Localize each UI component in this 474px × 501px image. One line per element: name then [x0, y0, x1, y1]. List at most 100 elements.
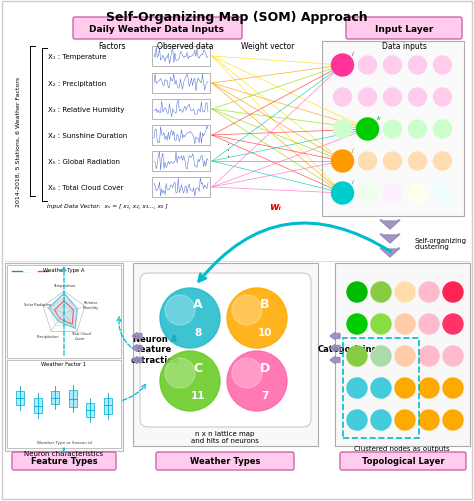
Circle shape	[347, 283, 367, 303]
Bar	[152, 100, 210, 120]
Circle shape	[443, 283, 463, 303]
Circle shape	[358, 185, 376, 202]
Text: Self-organizing
clustering: Self-organizing clustering	[415, 237, 467, 250]
FancyBboxPatch shape	[346, 18, 462, 40]
Circle shape	[232, 358, 262, 388]
Circle shape	[165, 296, 195, 325]
Circle shape	[160, 289, 220, 348]
Text: l: l	[352, 52, 353, 57]
Bar	[152, 74, 210, 94]
Text: X₁ : Temperature: X₁ : Temperature	[48, 54, 106, 60]
Bar	[5, 264, 123, 451]
Circle shape	[409, 57, 427, 75]
Text: i: i	[352, 180, 353, 185]
Circle shape	[347, 410, 367, 430]
Bar	[104, 398, 112, 415]
Bar	[7, 360, 121, 448]
Text: X₆ : Total Cloud Cover: X₆ : Total Cloud Cover	[48, 185, 123, 190]
Circle shape	[227, 351, 287, 411]
Text: X₄ : Sunshine Duration: X₄ : Sunshine Duration	[48, 133, 127, 139]
Text: C: C	[193, 361, 202, 374]
Text: Weather Factor 1: Weather Factor 1	[41, 361, 87, 366]
FancyArrowPatch shape	[123, 385, 146, 400]
Text: Neuron A
feature
extraction: Neuron A feature extraction	[130, 335, 180, 364]
Circle shape	[383, 89, 401, 107]
FancyArrow shape	[330, 357, 340, 364]
Text: 10: 10	[258, 327, 272, 337]
Text: Observed data: Observed data	[157, 42, 213, 51]
FancyBboxPatch shape	[73, 18, 242, 40]
Circle shape	[419, 283, 439, 303]
Circle shape	[358, 57, 376, 75]
Circle shape	[383, 121, 401, 139]
Bar	[152, 126, 210, 146]
Text: wᵢ: wᵢ	[269, 201, 281, 211]
Bar	[16, 391, 24, 405]
Text: n x n lattice map
and hits of neurons: n x n lattice map and hits of neurons	[191, 430, 259, 443]
FancyArrowPatch shape	[62, 448, 66, 453]
Text: Feature Types: Feature Types	[31, 456, 97, 465]
Text: A: A	[193, 298, 203, 311]
Text: j: j	[352, 148, 353, 153]
Circle shape	[395, 283, 415, 303]
FancyArrowPatch shape	[199, 223, 391, 282]
FancyArrowPatch shape	[117, 318, 131, 348]
FancyArrow shape	[330, 345, 340, 352]
Bar	[335, 264, 470, 446]
Text: Categorizing: Categorizing	[318, 345, 378, 354]
Circle shape	[434, 89, 452, 107]
Text: Relative
Humidity: Relative Humidity	[82, 301, 99, 309]
Circle shape	[395, 410, 415, 430]
Text: 7: 7	[261, 390, 269, 400]
Text: Weight vector: Weight vector	[241, 42, 295, 51]
FancyBboxPatch shape	[156, 452, 294, 470]
Circle shape	[434, 153, 452, 171]
Text: Data inputs: Data inputs	[382, 42, 427, 51]
Bar	[152, 152, 210, 172]
Text: X₂ : Precipitation: X₂ : Precipitation	[48, 81, 106, 87]
FancyArrow shape	[380, 248, 400, 258]
Text: k: k	[376, 116, 380, 121]
Circle shape	[371, 346, 391, 366]
Circle shape	[383, 153, 401, 171]
Circle shape	[165, 358, 195, 388]
Text: Input Layer: Input Layer	[375, 25, 433, 34]
Circle shape	[371, 410, 391, 430]
Circle shape	[347, 378, 367, 398]
Text: Weather Type A: Weather Type A	[43, 268, 85, 273]
Text: Topological Layer: Topological Layer	[362, 456, 444, 465]
Text: D: D	[260, 361, 270, 374]
FancyBboxPatch shape	[340, 452, 466, 470]
Bar	[51, 392, 59, 405]
Bar	[152, 178, 210, 197]
Bar	[343, 338, 419, 438]
Circle shape	[358, 153, 376, 171]
Polygon shape	[49, 294, 77, 329]
FancyArrow shape	[132, 345, 142, 352]
Text: 8: 8	[194, 327, 201, 337]
Circle shape	[419, 314, 439, 334]
Text: Factors: Factors	[98, 42, 126, 51]
Text: ----: ----	[24, 270, 31, 274]
Circle shape	[395, 346, 415, 366]
Circle shape	[443, 410, 463, 430]
Text: Precipitation: Precipitation	[36, 334, 59, 338]
FancyArrow shape	[330, 333, 340, 340]
Text: B: B	[260, 298, 270, 311]
Circle shape	[409, 121, 427, 139]
Circle shape	[331, 151, 354, 173]
Text: Input Data Vector:  xₙ = [ x₁, x₂, x₃..., x₆ ]: Input Data Vector: xₙ = [ x₁, x₂, x₃...,…	[47, 203, 168, 208]
Circle shape	[419, 410, 439, 430]
Circle shape	[443, 346, 463, 366]
Bar	[152, 47, 210, 67]
Circle shape	[356, 119, 379, 141]
Circle shape	[232, 296, 262, 325]
Circle shape	[334, 121, 352, 139]
Circle shape	[347, 314, 367, 334]
Circle shape	[160, 351, 220, 411]
Circle shape	[434, 121, 452, 139]
Circle shape	[395, 314, 415, 334]
Text: Weather Types: Weather Types	[190, 456, 260, 465]
Text: Self-Organizing Map (SOM) Approach: Self-Organizing Map (SOM) Approach	[106, 11, 368, 24]
Circle shape	[419, 378, 439, 398]
